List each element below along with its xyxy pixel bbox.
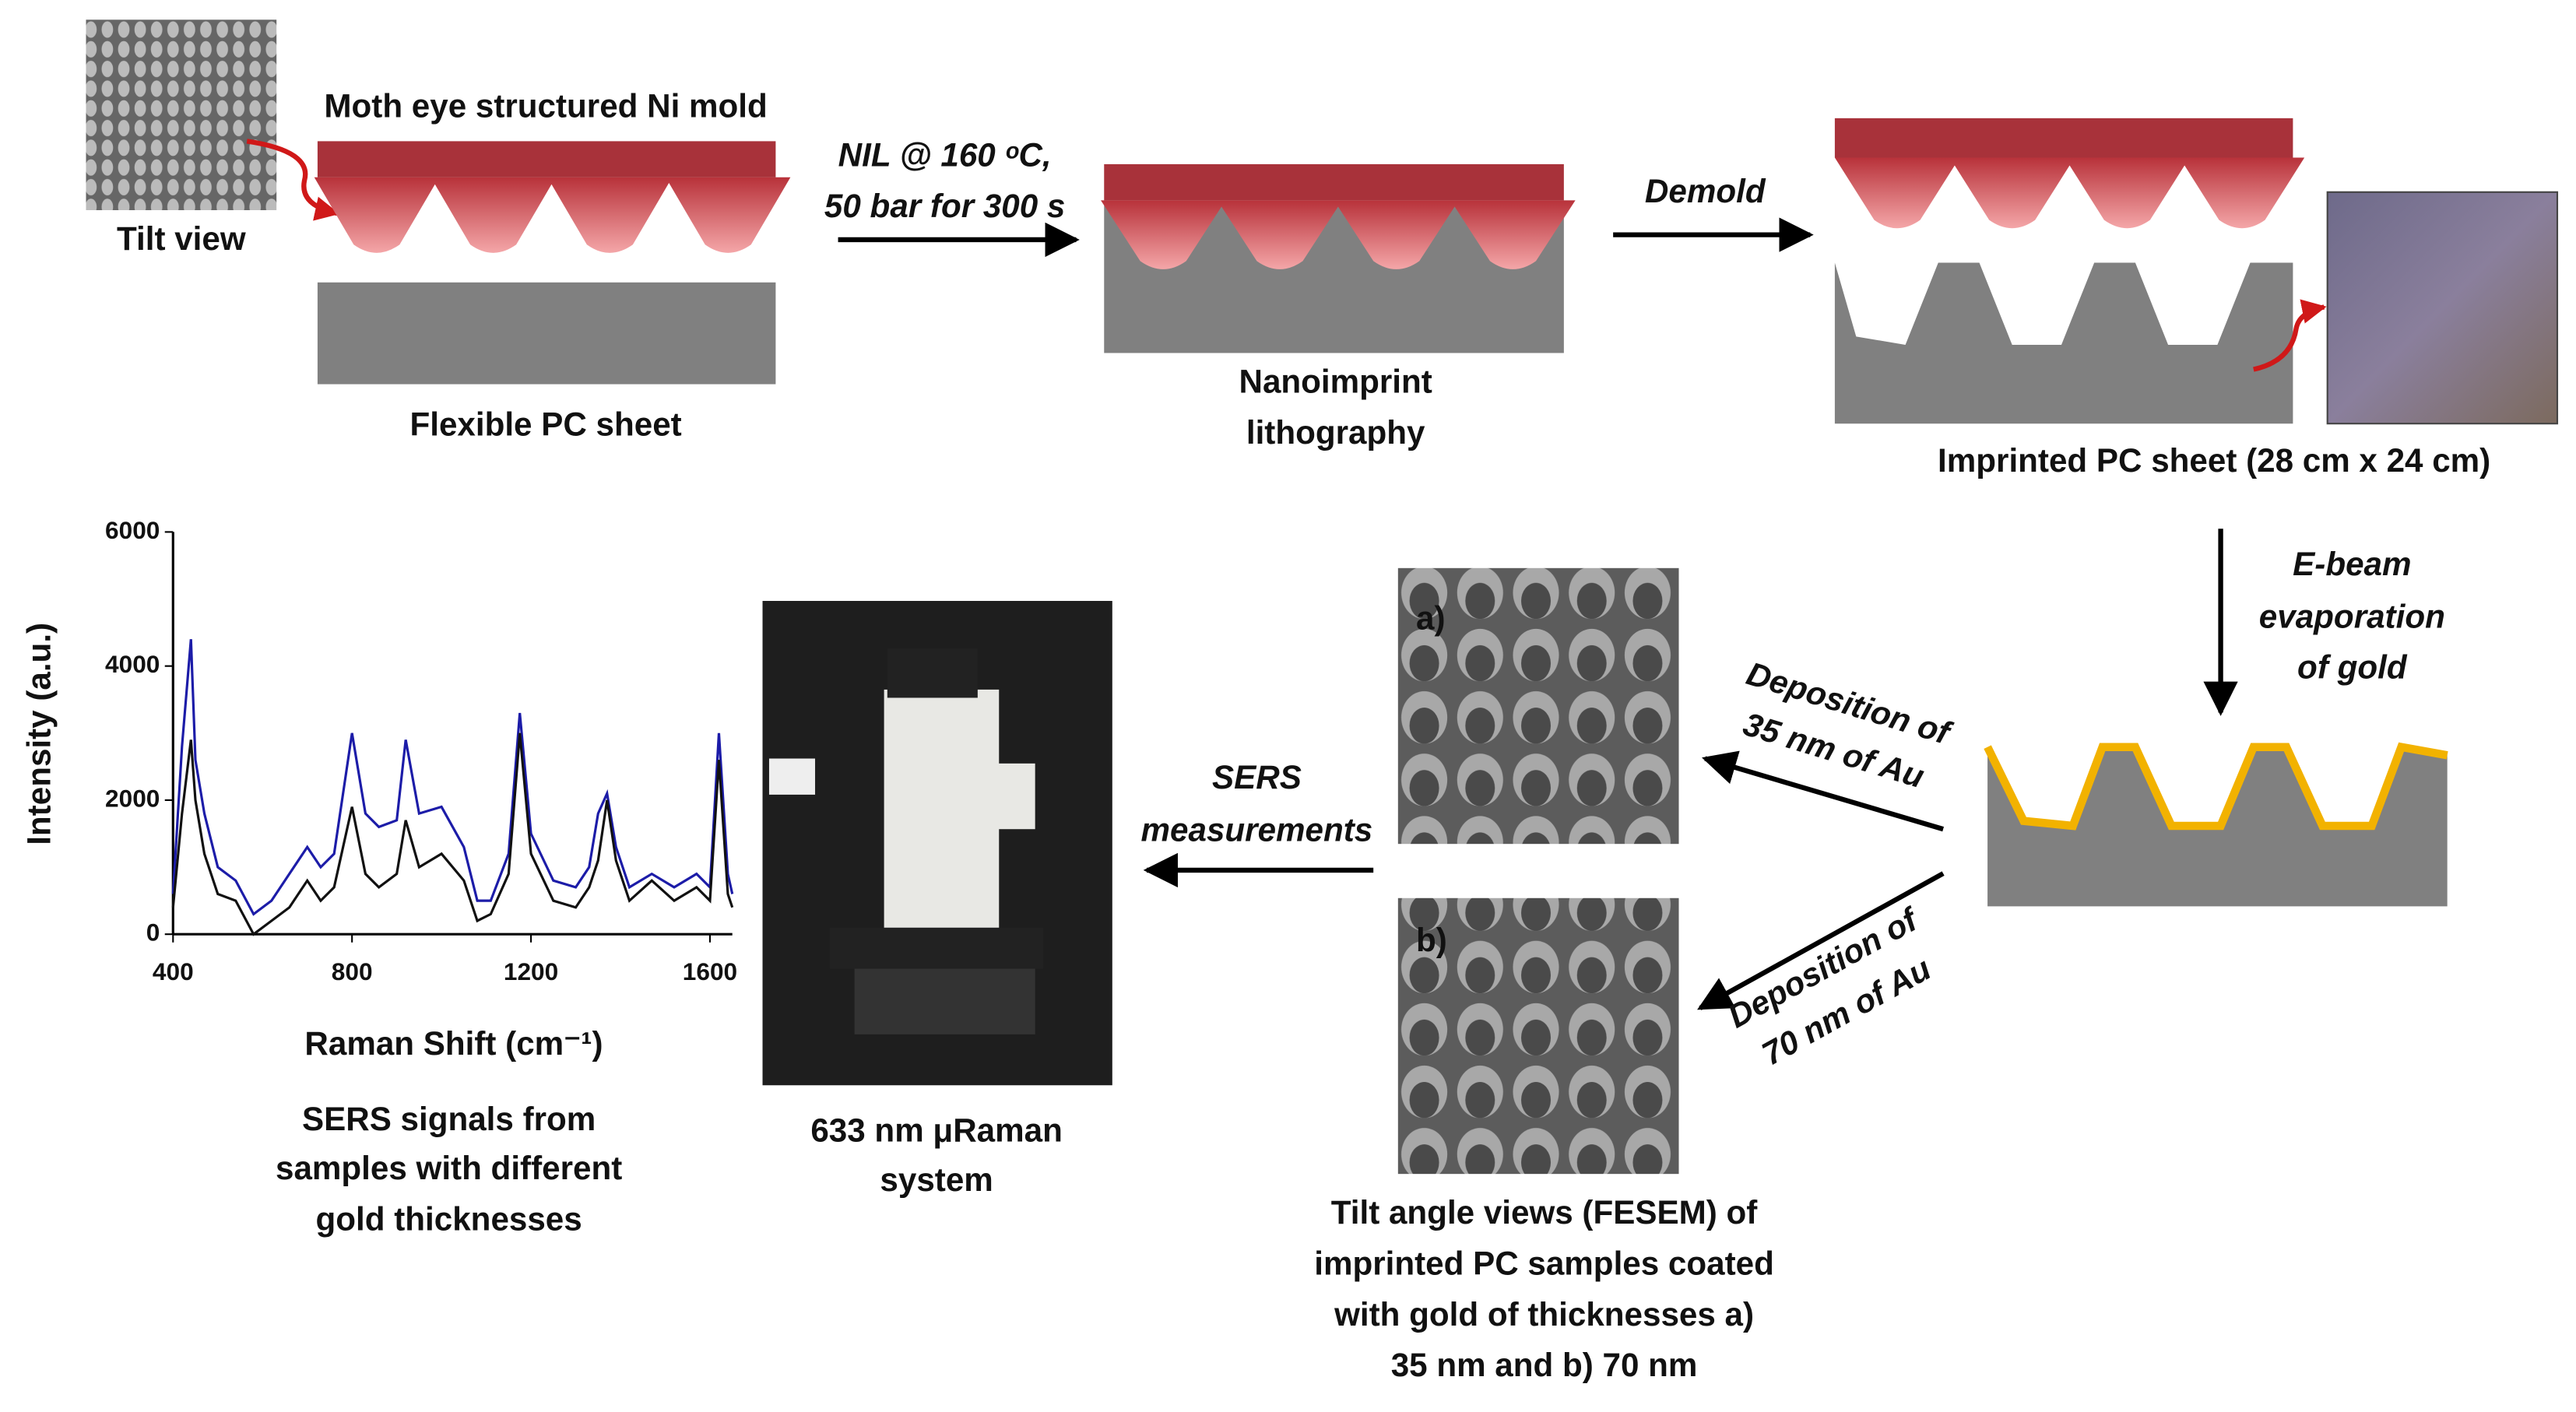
x-tick-label: 1600 [683,957,737,985]
mold-bar [317,141,776,177]
label: SERS [1212,759,1302,796]
label: of gold [2297,649,2408,686]
spectrum-line [171,639,734,916]
spectrum-line [171,732,734,936]
mold-bar [1834,118,2293,158]
y-tick-label: 6000 [105,516,160,544]
tilt-view-image [86,19,277,210]
label: measurements [1141,812,1373,848]
pc-sheet [1834,262,2293,424]
label: 35 nm and b) 70 nm [1391,1347,1698,1383]
label: samples with different [276,1150,622,1186]
label: imprinted PC samples coated [1314,1245,1774,1281]
label: with gold of thicknesses a) [1334,1296,1754,1333]
texts: Tilt view Moth eye structured Ni mold Fl… [21,87,2491,1383]
label: Imprinted PC sheet (28 cm x 24 cm) [1938,442,2490,479]
red-arrow [246,139,340,221]
label: Moth eye structured Ni mold [324,87,767,124]
x-tick-label: 400 [153,957,194,985]
x-axis-label: Raman Shift (cm⁻¹) [304,1025,603,1062]
label: SERS signals from [302,1101,596,1137]
label: 633 nm μRaman [810,1112,1062,1149]
label: b) [1416,922,1447,958]
label: NIL @ 160 ᵒC, [838,137,1052,174]
label: gold thicknesses [316,1200,582,1237]
x-tick-label: 800 [332,957,373,985]
microscope-photo [762,601,1112,1086]
arrow [1702,750,1945,832]
label: E-beam [2293,546,2411,582]
label: system [880,1161,993,1198]
label: a) [1416,599,1445,636]
arrow [1697,871,1945,1010]
label: 50 bar for 300 s [824,188,1065,224]
y-axis-label: Intensity (a.u.) [21,623,58,845]
label: evaporation [2259,598,2445,634]
red-arrow [2253,299,2327,372]
layout [86,19,2559,1175]
label: Demold [1645,173,1766,209]
sem-image [1397,897,1679,1175]
pc-sheet-photo [2326,191,2559,425]
label: lithography [1246,414,1425,451]
gold-layer [1984,742,2448,831]
pc-sheet [317,282,776,385]
mold-teeth [1834,157,2305,229]
mold-teeth [1101,200,1576,269]
label: Nanoimprint [1239,364,1432,400]
sem-image [1397,567,1679,845]
mold-teeth [314,177,791,253]
mold-bar [1104,163,1564,201]
y-tick-label: 2000 [105,784,160,812]
label: Tilt angle views (FESEM) of [1331,1194,1758,1231]
x-tick-label: 1200 [504,957,558,985]
label: Tilt view [117,220,246,257]
y-tick-label: 4000 [105,650,160,678]
label: Flexible PC sheet [409,406,681,443]
y-tick-label: 0 [146,919,160,947]
